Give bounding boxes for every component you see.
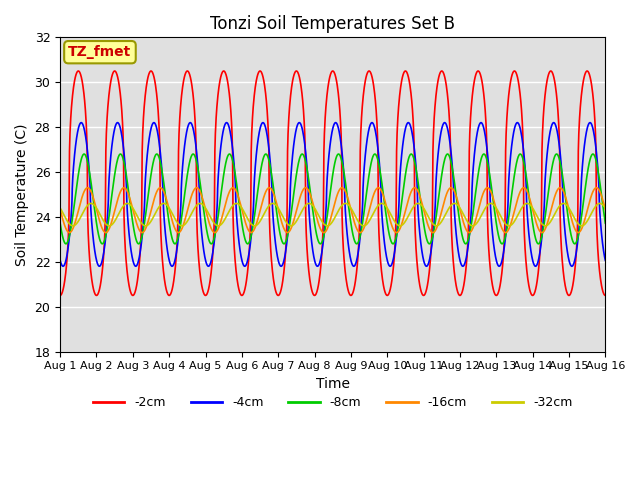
Text: TZ_fmet: TZ_fmet [68, 45, 132, 59]
-8cm [62, 241, 70, 247]
-8cm [396, 218, 403, 224]
-4cm [396, 197, 403, 203]
-32cm [578, 223, 586, 229]
-32cm [56, 205, 64, 211]
-2cm [158, 250, 166, 255]
-2cm [495, 289, 502, 295]
-16cm [66, 230, 74, 236]
Legend: -2cm, -4cm, -8cm, -16cm, -32cm: -2cm, -4cm, -8cm, -16cm, -32cm [88, 391, 577, 414]
-8cm [339, 160, 346, 166]
-8cm [495, 234, 502, 240]
-4cm [205, 263, 213, 269]
-8cm [205, 238, 213, 244]
-16cm [84, 185, 92, 191]
Line: -16cm: -16cm [60, 188, 605, 233]
Line: -2cm: -2cm [60, 71, 605, 295]
-16cm [158, 186, 166, 192]
-2cm [338, 212, 346, 218]
-4cm [495, 263, 502, 269]
X-axis label: Time: Time [316, 377, 349, 391]
-16cm [602, 206, 609, 212]
-32cm [205, 212, 213, 218]
-32cm [87, 201, 95, 206]
-32cm [602, 205, 609, 211]
-4cm [59, 264, 67, 269]
-2cm [602, 292, 609, 298]
-2cm [395, 101, 403, 107]
-2cm [56, 292, 64, 298]
-4cm [158, 171, 166, 177]
-16cm [396, 228, 403, 233]
-8cm [158, 169, 166, 175]
Line: -8cm: -8cm [60, 154, 605, 244]
-16cm [578, 226, 586, 231]
-4cm [339, 153, 346, 158]
-8cm [602, 220, 609, 226]
-8cm [56, 220, 64, 226]
-32cm [396, 223, 403, 228]
Line: -32cm: -32cm [60, 204, 605, 226]
-4cm [56, 257, 64, 263]
-32cm [158, 201, 166, 207]
-2cm [578, 91, 586, 96]
-32cm [69, 223, 77, 229]
-4cm [77, 120, 85, 125]
-2cm [74, 68, 82, 74]
-32cm [339, 202, 346, 208]
Y-axis label: Soil Temperature (C): Soil Temperature (C) [15, 123, 29, 266]
-2cm [205, 284, 213, 290]
-16cm [56, 206, 64, 212]
-16cm [205, 220, 213, 226]
-16cm [495, 216, 502, 222]
-4cm [578, 171, 586, 177]
-8cm [80, 151, 88, 157]
-8cm [578, 211, 586, 217]
Line: -4cm: -4cm [60, 122, 605, 266]
-16cm [339, 185, 346, 191]
-32cm [495, 210, 502, 216]
-4cm [602, 257, 609, 263]
Title: Tonzi Soil Temperatures Set B: Tonzi Soil Temperatures Set B [210, 15, 455, 33]
